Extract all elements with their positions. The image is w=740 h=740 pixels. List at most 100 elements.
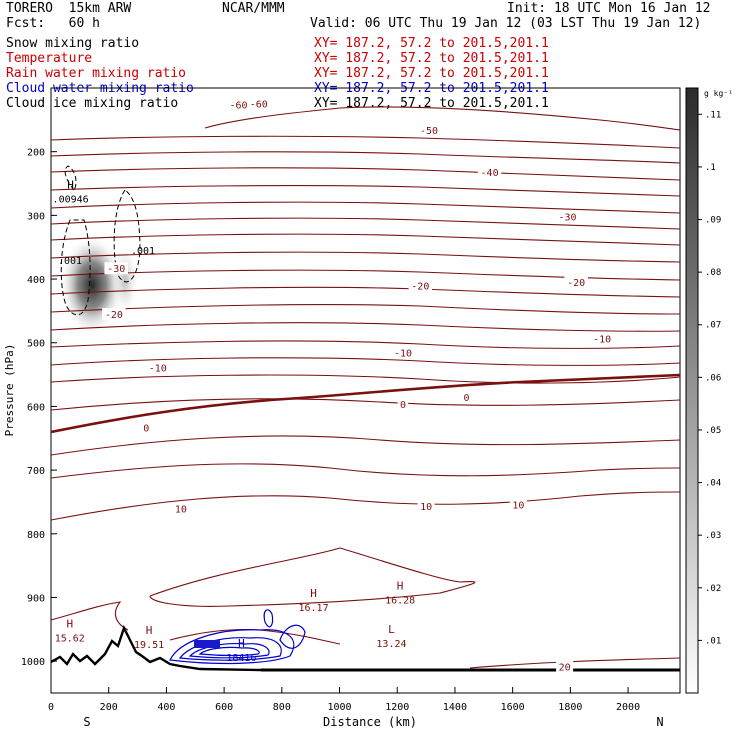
x-axis-label: Distance (km) [323, 715, 417, 729]
y-tick-label: 900 [27, 593, 45, 604]
isotherm-label-bg [391, 346, 415, 359]
colorbar: g kg⁻¹ .11 .1 .09 .08 .07 .06 .05 .04 .03 .02 .01 [685, 87, 733, 694]
isotherm-label-bg [102, 308, 126, 321]
x-tick-label: 600 [215, 702, 233, 713]
isotherm-label: 10 [512, 500, 524, 511]
init-time: Init: 18 UTC Mon 16 Jan 12 [507, 1, 711, 16]
extremum-value: 13.24 [376, 639, 406, 650]
extremum-value: 18416 [226, 653, 256, 664]
x-tick-label: 2000 [616, 702, 640, 713]
field-name-rain: Rain water mixing ratio [6, 66, 187, 81]
isotherm-label: 20 [559, 662, 571, 673]
isotherm-label: -10 [394, 348, 412, 359]
extremum-value: 16.28 [385, 595, 415, 606]
extremum-value: .00946 [53, 194, 89, 205]
extremum-value: 15.62 [55, 634, 85, 645]
field-name-temperature: Temperature [6, 51, 93, 66]
colorbar-tick-label: .08 [705, 268, 721, 278]
isotherm-label: -20 [411, 281, 429, 292]
isotherm-label: -60 [250, 99, 268, 110]
isotherm-label-bg [461, 390, 472, 403]
colorbar-tick-label: .05 [705, 426, 721, 436]
isotherm-label: 0 [463, 393, 469, 404]
isotherm-label-bg [564, 276, 588, 289]
x-tick-label: 800 [273, 702, 291, 713]
y-axis-label: Pressure (hPa) [3, 344, 16, 437]
isotherm-label-bg [417, 499, 435, 512]
x-tick-label: 0 [48, 702, 54, 713]
y-tick-label: 200 [27, 148, 45, 159]
distance-axis: Distance (km) S N 0 200 400 600 800 1000 1200 1… [48, 687, 664, 729]
isotherm-label: -30 [558, 213, 576, 224]
extremum-marker: H [146, 624, 153, 637]
colorbar-tick-label: .04 [705, 479, 721, 489]
colorbar-tick-label: .06 [705, 373, 721, 383]
y-tick-label: 1000 [21, 657, 45, 668]
isotherm-label: -50 [420, 126, 438, 137]
isotherm-label: -20 [105, 310, 123, 321]
isotherm-label-bg [246, 97, 271, 110]
extremum-marker: H [238, 637, 245, 650]
x-tick-label: 1600 [501, 702, 525, 713]
x-tick-label: 1000 [327, 702, 351, 713]
terrain [51, 624, 680, 672]
isotherm-label-bg [408, 279, 433, 292]
field-xy-temperature: XY= 187.2, 57.2 to 201.5,201.1 [314, 51, 549, 66]
forecast-hour: Fcst: 60 h [6, 16, 100, 31]
colorbar-unit: g kg⁻¹ [704, 89, 733, 98]
isotherm-label: 0 [400, 400, 406, 411]
colorbar-tick-label: .02 [705, 584, 721, 594]
valid-time: Valid: 06 UTC Thu 19 Jan 12 (03 LST Thu … [310, 16, 702, 31]
freezing-isotherm [51, 373, 680, 434]
extremum-marker: H [67, 178, 74, 191]
colorbar-tick-label: .07 [705, 321, 721, 331]
colorbar-tick-label: .03 [705, 531, 721, 541]
snow-shading [60, 235, 139, 335]
extremum-marker: H [310, 587, 317, 600]
isotherm-label: 10 [420, 502, 432, 513]
extremum-marker: H [397, 579, 404, 592]
colorbar-tick-label: .09 [705, 216, 721, 226]
field-xy-rain: XY= 187.2, 57.2 to 201.5,201.1 [314, 66, 549, 81]
ice-contour-label: .001 [58, 256, 82, 267]
y-tick-label: 700 [27, 466, 45, 477]
extremum-marker: L [388, 623, 395, 636]
y-tick-label: 400 [27, 275, 45, 286]
cloud-water-contours [169, 609, 306, 665]
isotherm-label: 0 [143, 423, 149, 434]
isotherm-label-bg [417, 124, 441, 137]
isotherm-label: -20 [567, 278, 585, 289]
y-tick-label: 800 [27, 530, 45, 541]
x-tick-label: 400 [157, 702, 175, 713]
x-tick-label: 1800 [558, 702, 582, 713]
model-title: TORERO 15km ARW [6, 1, 132, 16]
extremum-value: 16.17 [299, 603, 329, 614]
colorbar-tick-label: .11 [705, 110, 721, 120]
field-xy-snow: XY= 187.2, 57.2 to 201.5,201.1 [314, 36, 549, 51]
colorbar-tick-label: .01 [705, 636, 721, 646]
isotherm-label-bg [172, 502, 190, 515]
isotherm-label: 10 [175, 504, 187, 515]
isotherm-label-bg [509, 498, 527, 511]
colorbar-tick-label: .1 [705, 163, 716, 173]
plot-frame [50, 87, 681, 694]
isotherm-label: -10 [149, 364, 167, 375]
isotherm-label: -40 [481, 168, 499, 179]
isotherm-label-bg [226, 98, 251, 111]
extremum-value: 19.51 [134, 640, 164, 651]
pressure-axis: Pressure (hPa) 200 300 400 500 600 700 800 900 1… [3, 148, 57, 668]
extremum-marker: H [66, 618, 73, 631]
temperature-isotherms [51, 106, 680, 669]
center-title: NCAR/MMM [222, 1, 285, 16]
y-tick-label: 500 [27, 339, 45, 350]
cloud-ice-contours [60, 165, 141, 316]
isotherm-label-bg [104, 262, 128, 275]
field-name-snow: Snow mixing ratio [6, 36, 140, 51]
isotherm-label-bg [140, 421, 152, 434]
field-name-cloud-ice: Cloud ice mixing ratio [6, 96, 179, 111]
x-axis-right-end-label: N [656, 715, 663, 729]
x-tick-label: 1200 [385, 702, 409, 713]
isotherm-label-bg [590, 332, 614, 345]
isotherm-label-bg [397, 397, 409, 410]
